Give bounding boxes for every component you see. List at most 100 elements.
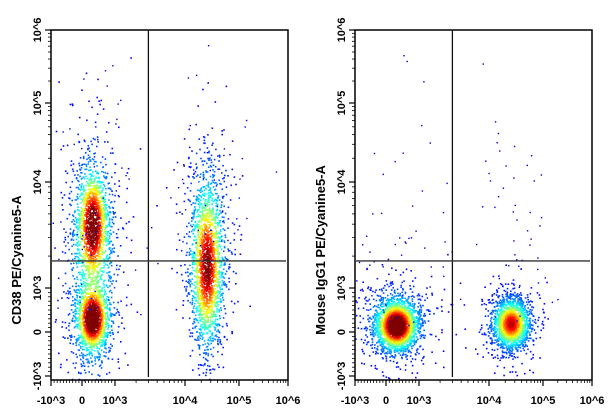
event-dot [91,223,94,226]
event-dot [103,264,105,267]
event-dot [208,325,211,327]
event-dot [102,215,105,217]
event-dot [93,187,95,190]
event-dot [81,337,84,340]
event-dot [193,255,196,258]
event-dot [65,292,68,295]
event-dot [215,235,217,237]
event-dot [210,244,213,246]
event-dot [92,257,95,260]
event-dot [94,178,96,181]
event-dot [192,252,194,255]
event-dot [97,213,99,215]
event-dot [91,319,94,322]
event-dot [83,290,86,292]
event-dot [211,199,213,202]
event-dot [78,307,81,310]
event-dot [93,239,95,242]
event-dot [97,334,100,336]
event-dot [93,276,96,278]
event-dot [100,230,103,232]
event-dot [197,198,200,200]
event-dot [92,217,95,219]
event-dot [213,312,215,315]
event-dot [64,337,66,339]
event-dot [97,78,99,81]
event-dot [89,326,91,328]
event-dot [101,170,103,173]
event-dot [83,203,85,206]
event-dot [85,336,87,339]
event-dot [105,225,107,227]
event-dot [104,215,106,218]
event-dot [113,307,116,309]
event-dot [92,214,95,216]
event-dot [98,222,100,224]
event-dot [95,232,97,234]
event-dot [95,340,97,342]
event-dot [91,373,93,376]
event-dot [78,302,80,305]
event-dot [90,180,92,182]
event-dot [207,181,210,184]
event-dot [86,210,88,212]
event-dot [92,202,95,205]
event-dot [225,284,228,286]
event-dot [211,340,213,342]
event-dot [94,303,96,305]
event-dot [93,265,96,267]
event-dot [103,329,105,331]
event-dot [83,291,85,294]
event-dot [78,258,81,261]
event-dot [75,299,78,301]
event-dot [212,272,214,275]
event-dot [89,256,91,258]
event-dot [80,178,83,180]
event-dot [76,276,78,278]
event-dot [99,318,101,321]
event-dot [192,296,195,298]
event-dot [95,246,98,249]
event-dot [90,230,92,233]
event-dot [76,225,79,227]
event-dot [109,229,112,232]
event-dot [76,303,79,305]
event-dot [197,292,200,295]
event-dot [99,322,101,324]
event-dot [83,369,86,372]
event-dot [209,300,212,302]
event-dot [193,305,195,307]
event-dot [208,213,210,215]
event-dot [210,263,213,265]
event-dot [89,205,92,208]
event-dot [107,331,109,334]
event-dot [208,224,211,226]
event-dot [126,187,128,190]
event-dot [193,195,195,197]
event-dot [189,332,192,334]
event-dot [212,216,215,219]
event-dot [194,269,196,272]
event-dot [216,277,219,279]
event-dot [55,319,57,321]
event-dot [220,301,223,303]
event-dot [101,273,103,276]
event-dot [83,163,86,165]
event-dot [83,334,85,336]
event-dot [81,332,84,334]
event-dot [199,276,201,279]
event-dot [99,356,101,358]
event-dot [84,204,86,206]
event-dot [77,312,80,315]
event-dot [202,286,205,289]
event-dot [125,236,128,239]
event-dot [93,212,95,214]
event-dot [95,284,97,287]
event-dot [87,267,89,269]
event-dot [105,321,107,323]
event-dot [210,312,212,314]
event-dot [215,181,217,184]
event-dot [102,331,104,333]
event-dot [200,319,202,321]
event-dot [103,351,105,353]
